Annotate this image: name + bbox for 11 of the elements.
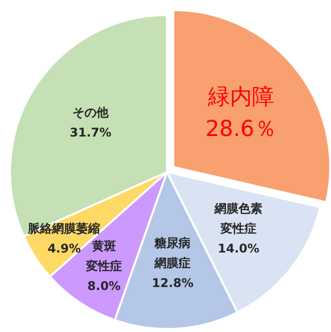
data-label: 31.7% [70,125,112,140]
data-label: 4.9% [48,242,81,256]
data-label: 8.0% [87,278,121,293]
slice-label: 糖尿病網膜症 [154,236,191,270]
slice-label: 緑内障 [206,84,274,110]
data-label: 28.6％ [205,116,276,142]
slice-label: その他 [72,105,110,120]
data-label: 14.0% [218,241,260,256]
slice-label: 黄斑変性症 [85,238,122,273]
slice-label: 網膜色素変性症 [214,201,263,236]
data-label: 12.8% [152,276,194,290]
